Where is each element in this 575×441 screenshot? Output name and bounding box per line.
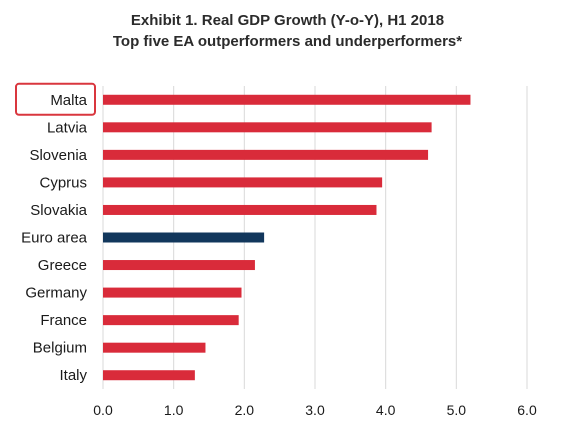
bar — [103, 315, 239, 326]
x-tick-label: 3.0 — [305, 402, 325, 418]
chart-title-block: Exhibit 1. Real GDP Growth (Y-o-Y), H1 2… — [0, 10, 575, 52]
bar — [103, 204, 377, 215]
bar — [103, 122, 432, 133]
category-label: Euro area — [21, 230, 88, 247]
bar — [103, 287, 242, 298]
category-label: Belgium — [33, 340, 87, 357]
category-label: Slovenia — [29, 147, 87, 164]
x-tick-label: 1.0 — [164, 402, 184, 418]
bar — [103, 94, 471, 105]
x-tick-label: 2.0 — [235, 402, 255, 418]
category-label: Cyprus — [39, 174, 87, 191]
bar — [103, 370, 195, 381]
category-label: France — [40, 312, 87, 329]
category-label: Greece — [38, 257, 87, 274]
category-label: Germany — [25, 285, 87, 302]
bar — [103, 149, 429, 160]
x-tick-label: 4.0 — [376, 402, 396, 418]
bar — [103, 260, 255, 271]
x-tick-label: 5.0 — [447, 402, 467, 418]
category-label: Latvia — [47, 119, 88, 136]
bar — [103, 177, 383, 188]
bar — [103, 342, 206, 353]
chart-title: Exhibit 1. Real GDP Growth (Y-o-Y), H1 2… — [130, 12, 445, 29]
chart-subtitle: Top five EA outperformers and underperfo… — [112, 33, 463, 50]
x-tick-label: 6.0 — [517, 402, 537, 418]
highlight-box — [15, 82, 96, 116]
category-label: Slovakia — [30, 202, 87, 219]
bar — [103, 232, 265, 243]
category-label: Italy — [59, 367, 87, 384]
category-label: Malta — [50, 92, 87, 109]
x-tick-label: 0.0 — [93, 402, 113, 418]
